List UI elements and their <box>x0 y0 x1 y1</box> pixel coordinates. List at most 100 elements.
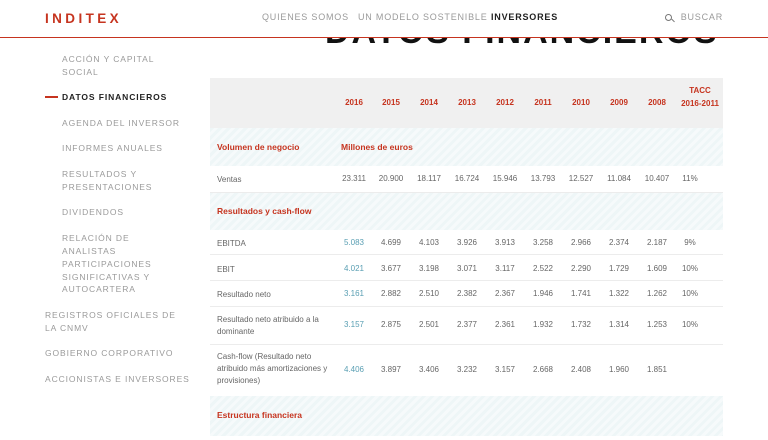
row-divider <box>210 344 723 345</box>
table-cell: 11.084 <box>607 174 631 183</box>
table-cell: 1.741 <box>570 289 592 298</box>
table-cell: 1.932 <box>532 320 554 329</box>
column-header: 2012 <box>496 98 514 107</box>
table-cell: 10.407 <box>644 174 670 183</box>
row-divider <box>210 192 723 193</box>
sidebar-item-resultados[interactable]: RESULTADOS Y PRESENTACIONES <box>62 169 153 192</box>
section-band <box>210 396 723 436</box>
section-unit: Millones de euros <box>341 142 413 152</box>
nav-inversores[interactable]: INVERSORES <box>491 12 559 22</box>
column-header: 2016 <box>345 98 363 107</box>
table-cell: 2.882 <box>380 289 402 298</box>
row-divider <box>210 306 723 307</box>
table-cell: 3.926 <box>456 238 478 247</box>
table-cell: 2.374 <box>608 238 630 247</box>
section-label: Volumen de negocio <box>217 142 300 152</box>
sidebar-item-gobierno[interactable]: GOBIERNO CORPORATIVO <box>45 348 174 358</box>
table-cell: 3.198 <box>418 264 440 273</box>
column-header-tacc: TACC 2016-2011 <box>681 86 719 108</box>
table-cell: 5.083 <box>343 238 365 247</box>
section-label: Estructura financiera <box>217 410 303 420</box>
table-cell: 10% <box>681 264 698 273</box>
search-icon <box>664 13 672 21</box>
sidebar-item-registros-cnmv[interactable]: REGISTROS OFICIALES DE LA CNMV <box>45 310 176 333</box>
table-header <box>210 78 723 128</box>
search-button[interactable]: BUSCAR <box>664 12 723 22</box>
table-cell: 3.677 <box>380 264 402 273</box>
row-label: Cash-flow (Resultado neto atribuido más … <box>217 352 328 385</box>
table-cell: 2.382 <box>456 289 478 298</box>
table-cell: 4.406 <box>343 365 365 374</box>
sidebar-item-accion-capital[interactable]: ACCIÓN Y CAPITAL SOCIAL <box>62 54 155 77</box>
sidebar-item-analistas[interactable]: RELACIÓN DE ANALISTAS <box>62 233 130 256</box>
row-label: Resultado neto <box>217 290 271 299</box>
sidebar-item-participaciones[interactable]: PARTICIPACIONES SIGNIFICATIVAS Y AUTOCAR… <box>62 259 152 294</box>
active-marker <box>45 96 58 98</box>
table-cell: 4.699 <box>380 238 402 247</box>
table-cell: 3.157 <box>494 365 516 374</box>
table-cell: 3.161 <box>343 289 365 298</box>
table-cell: 2.187 <box>646 238 668 247</box>
table-cell: 3.406 <box>418 365 440 374</box>
table-cell: 3.897 <box>380 365 402 374</box>
table-cell: 2.966 <box>570 238 592 247</box>
nav-quienes-somos[interactable]: QUIENES SOMOS <box>262 12 349 22</box>
table-cell: 1.732 <box>570 320 592 329</box>
sidebar-item-datos-financieros[interactable]: DATOS FINANCIEROS <box>62 92 168 102</box>
column-header: 2010 <box>572 98 590 107</box>
table-cell: 18.117 <box>417 174 441 183</box>
table-cell: 2.408 <box>570 365 592 374</box>
sidebar-item-dividendos[interactable]: DIVIDENDOS <box>62 207 124 217</box>
table-cell: 16.724 <box>454 174 480 183</box>
section-label: Resultados y cash-flow <box>217 206 312 216</box>
row-label: EBITDA <box>217 239 246 248</box>
row-divider <box>210 254 723 255</box>
table-cell: 3.232 <box>456 365 478 374</box>
table-cell: 2.290 <box>570 264 592 273</box>
table-cell: 2.668 <box>532 365 554 374</box>
row-label: Ventas <box>217 175 242 184</box>
top-navigation-bar: INDITEX QUIENES SOMOS UN MODELO SOSTENIB… <box>0 0 768 38</box>
table-cell: 1.946 <box>532 289 554 298</box>
sidebar-item-informes[interactable]: INFORMES ANUALES <box>62 143 163 153</box>
table-cell: 10% <box>681 289 698 298</box>
table-cell: 1.851 <box>646 365 668 374</box>
inditex-logo[interactable]: INDITEX <box>45 11 123 26</box>
table-cell: 1.729 <box>608 264 630 273</box>
table-cell: 20.900 <box>378 174 404 183</box>
section-band <box>210 192 723 230</box>
nav-modelo-sostenible[interactable]: UN MODELO SOSTENIBLE <box>358 12 488 22</box>
table-cell: 9% <box>684 238 696 247</box>
column-header: 2015 <box>382 98 400 107</box>
table-cell: 2.367 <box>494 289 516 298</box>
row-label: Resultado neto atribuido a la dominante <box>217 315 319 336</box>
table-cell: 3.913 <box>494 238 516 247</box>
table-cell: 2.510 <box>418 289 440 298</box>
table-cell: 15.946 <box>492 174 518 183</box>
table-cell: 23.311 <box>342 174 366 183</box>
table-cell: 4.103 <box>418 238 440 247</box>
table-cell: 12.527 <box>568 174 594 183</box>
column-header: 2008 <box>648 98 666 107</box>
table-cell: 1.314 <box>608 320 630 329</box>
table-cell: 1.322 <box>608 289 630 298</box>
search-label: BUSCAR <box>680 12 723 22</box>
column-header: 2011 <box>534 98 552 107</box>
table-cell: 3.258 <box>532 238 554 247</box>
table-cell: 2.501 <box>418 320 440 329</box>
table-cell: 3.117 <box>495 264 515 273</box>
sidebar-item-agenda[interactable]: AGENDA DEL INVERSOR <box>62 118 180 128</box>
table-cell: 1.609 <box>646 264 668 273</box>
table-cell: 3.157 <box>343 320 365 329</box>
table-cell: 2.377 <box>456 320 478 329</box>
row-label: EBIT <box>217 265 235 274</box>
table-cell: 11% <box>682 174 698 183</box>
row-divider <box>210 280 723 281</box>
table-cell: 2.875 <box>380 320 402 329</box>
table-cell: 1.262 <box>646 289 668 298</box>
table-cell: 10% <box>681 320 698 329</box>
sidebar-item-accionistas[interactable]: ACCIONISTAS E INVERSORES <box>45 374 190 384</box>
column-header: 2014 <box>420 98 438 107</box>
table-cell: 13.793 <box>530 174 556 183</box>
table-cell: 1.960 <box>608 365 630 374</box>
